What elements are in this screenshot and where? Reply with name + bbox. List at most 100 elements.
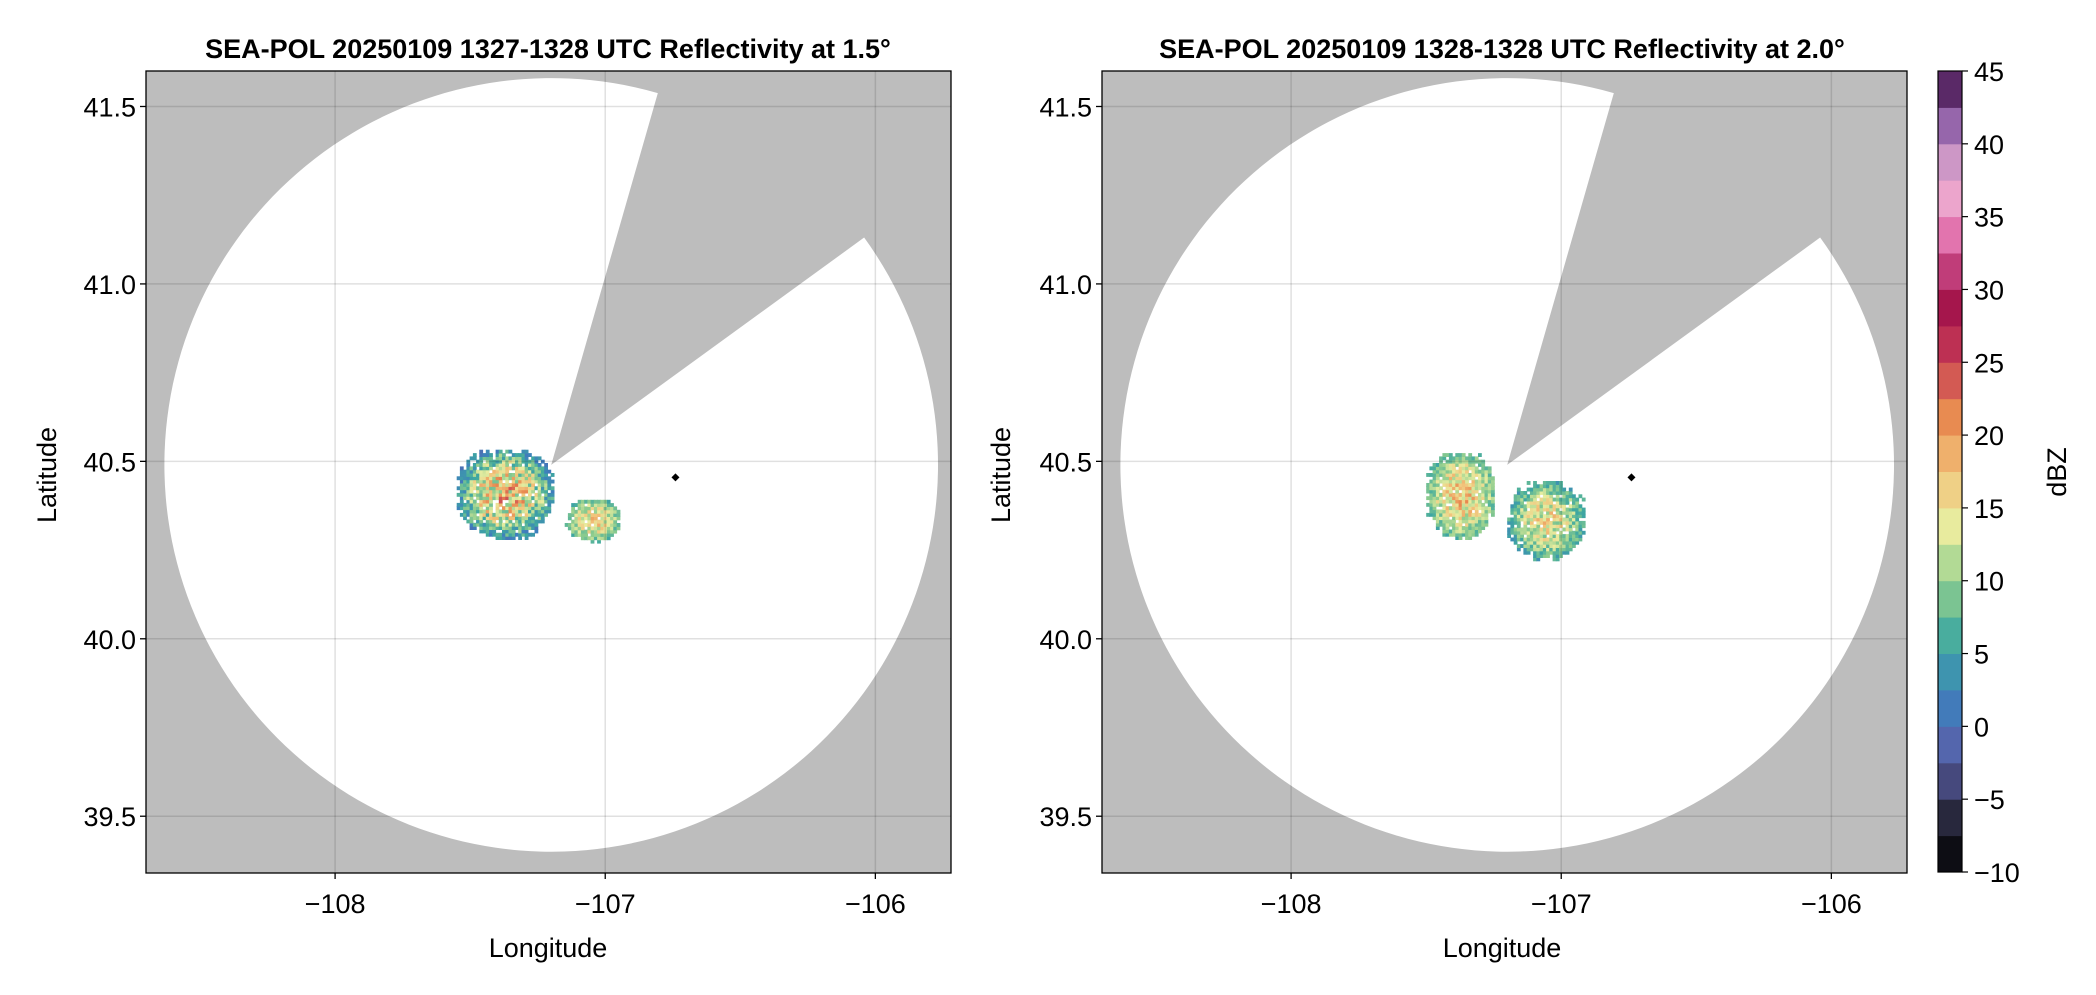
echo-pixel	[1520, 491, 1524, 495]
echo-pixel	[1552, 481, 1557, 485]
echo-pixel	[577, 516, 582, 521]
echo-pixel	[1516, 491, 1521, 495]
echo-pixel	[1526, 510, 1531, 515]
echo-pixel	[616, 516, 621, 521]
echo-pixel	[1572, 524, 1576, 529]
echo-pixel	[1539, 510, 1544, 515]
echo-pixel	[1568, 504, 1573, 509]
echo-pixel	[1578, 527, 1583, 532]
echo-pixel	[1481, 502, 1486, 507]
echo-pixel	[613, 526, 618, 531]
echo-pixel	[485, 499, 490, 504]
echo-pixel	[1565, 507, 1570, 512]
echo-pixel	[528, 466, 532, 471]
echo-pixel	[466, 483, 471, 487]
echo-pixel	[1572, 520, 1576, 525]
echo-pixel	[1481, 479, 1486, 484]
echo-pixel	[508, 509, 513, 514]
echo-pixel	[463, 506, 467, 511]
echo-pixel	[492, 459, 497, 464]
echo-pixel	[577, 509, 582, 514]
echo-pixel	[511, 526, 516, 530]
echo-pixel	[466, 496, 471, 501]
echo-pixel	[1539, 540, 1544, 545]
echo-pixel	[1461, 492, 1466, 497]
echo-pixel	[463, 486, 467, 491]
echo-pixel	[1478, 459, 1482, 464]
echo-pixel	[1448, 506, 1453, 511]
echo-pixel	[571, 506, 575, 511]
echo-pixel	[1468, 516, 1473, 521]
x-axis-label: Longitude	[1443, 933, 1562, 963]
echo-pixel	[1491, 496, 1495, 501]
echo-pixel	[1555, 544, 1560, 548]
echo-pixel	[1474, 502, 1479, 507]
echo-pixel	[1565, 534, 1570, 538]
echo-pixel	[498, 532, 503, 537]
echo-pixel	[547, 476, 552, 481]
echo-pixel	[508, 449, 513, 454]
echo-pixel	[534, 459, 539, 464]
echo-pixel	[1442, 469, 1447, 474]
echo-pixel	[505, 512, 510, 517]
echo-pixel	[485, 476, 490, 481]
echo-pixel	[1448, 486, 1453, 491]
echo-pixel	[528, 483, 532, 487]
echo-pixel	[1468, 522, 1473, 527]
echo-pixel	[528, 486, 532, 491]
echo-pixel	[1539, 517, 1544, 522]
echo-pixel	[1513, 517, 1518, 522]
echo-pixel	[1487, 499, 1492, 504]
echo-pixel	[1448, 473, 1453, 477]
echo-pixel	[502, 526, 506, 530]
echo-pixel	[505, 522, 510, 527]
echo-pixel	[540, 476, 545, 481]
echo-pixel	[1529, 507, 1534, 512]
echo-pixel	[1435, 509, 1440, 514]
echo-pixel	[1546, 544, 1550, 548]
echo-pixel	[1546, 520, 1550, 525]
echo-pixel	[456, 476, 461, 481]
echo-pixel	[511, 512, 516, 517]
echo-pixel	[1539, 547, 1544, 552]
echo-pixel	[1448, 479, 1453, 484]
echo-pixel	[521, 506, 526, 511]
echo-pixel	[498, 459, 503, 464]
echo-pixel	[482, 469, 487, 474]
echo-pixel	[505, 476, 510, 481]
echo-pixel	[1439, 519, 1443, 524]
echo-pixel	[610, 519, 614, 524]
echo-pixel	[476, 502, 480, 507]
echo-pixel	[502, 492, 506, 497]
echo-pixel	[476, 476, 480, 481]
echo-pixel	[482, 483, 487, 487]
echo-pixel	[1442, 492, 1447, 497]
echo-pixel	[498, 499, 503, 504]
echo-pixel	[1513, 494, 1518, 499]
echo-pixel	[472, 526, 477, 530]
echo-pixel	[610, 516, 614, 521]
echo-pixel	[1536, 491, 1541, 495]
echo-pixel	[1536, 537, 1541, 542]
echo-pixel	[577, 529, 582, 534]
echo-pixel	[508, 519, 513, 524]
echo-pixel	[580, 516, 585, 521]
echo-pixel	[508, 499, 513, 504]
echo-pixel	[515, 519, 519, 524]
echo-pixel	[1510, 537, 1515, 542]
echo-pixel	[528, 489, 532, 494]
echo-pixel	[597, 503, 601, 507]
echo-pixel	[537, 502, 542, 507]
echo-pixel	[1578, 510, 1583, 515]
echo-pixel	[1572, 494, 1576, 499]
colorbar-cell	[1938, 762, 1962, 800]
echo-pixel	[534, 492, 539, 497]
echo-pixel	[518, 466, 522, 471]
echo-pixel	[476, 469, 480, 474]
echo-pixel	[540, 486, 545, 491]
echo-pixel	[1461, 516, 1466, 521]
echo-pixel	[472, 456, 477, 461]
echo-pixel	[1465, 463, 1469, 467]
echo-pixel	[459, 476, 464, 481]
echo-pixel	[534, 469, 539, 474]
